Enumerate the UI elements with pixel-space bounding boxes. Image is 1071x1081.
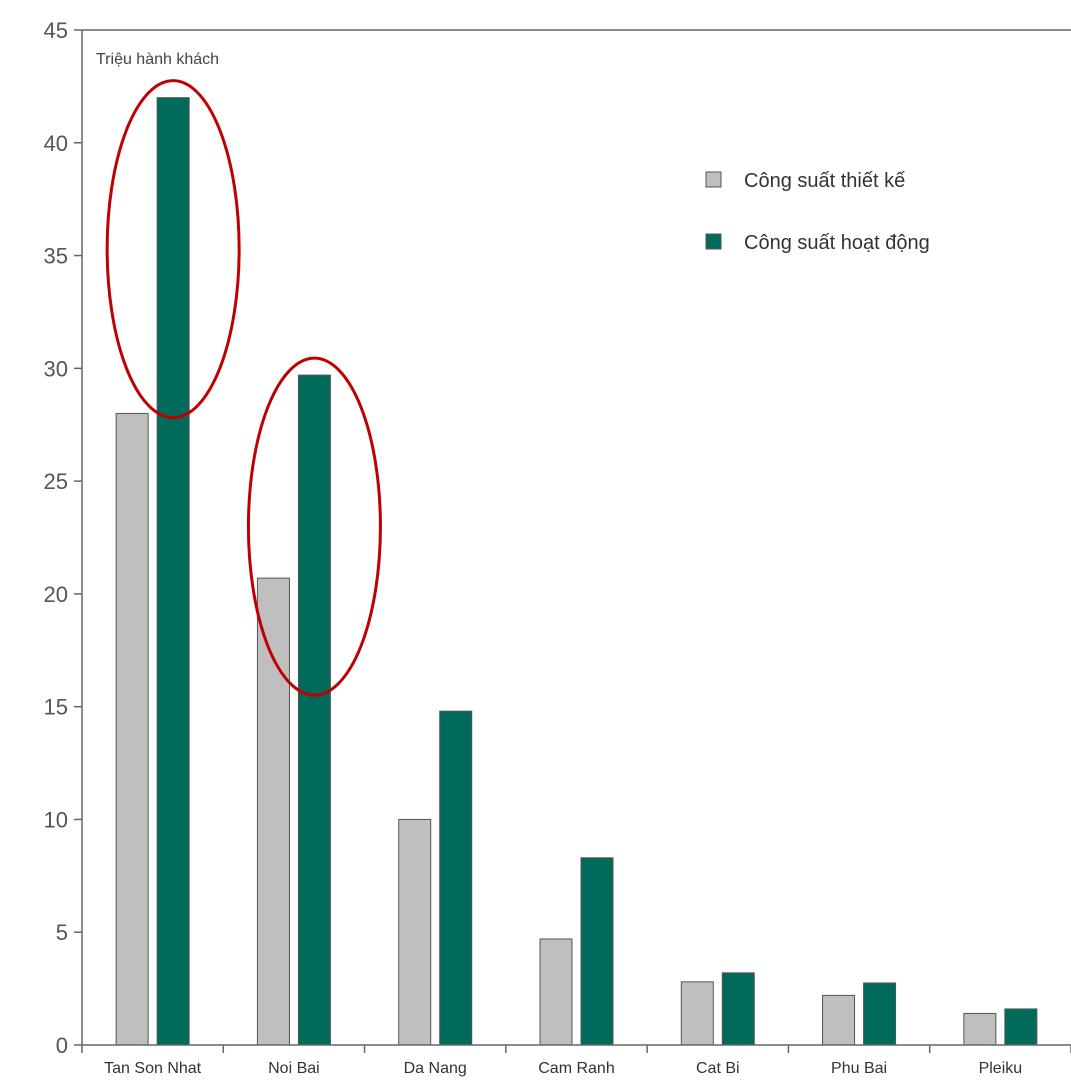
y-tick-label: 25 (44, 469, 68, 494)
bar-design-capacity (115, 412, 149, 1046)
legend-swatch (705, 171, 722, 188)
y-tick-label: 0 (56, 1033, 68, 1058)
x-tick-label: Cat Bi (696, 1060, 740, 1077)
y-tick-label: 45 (44, 18, 68, 43)
bar-operating-capacity (580, 857, 614, 1046)
unit-label: Triệu hành khách (96, 51, 219, 68)
bar-design-capacity (680, 981, 714, 1046)
y-tick-label: 15 (44, 695, 68, 720)
legend-swatch (705, 233, 722, 250)
bar-operating-capacity (1004, 1008, 1038, 1046)
highlight-oval (105, 79, 241, 420)
bar-design-capacity (398, 818, 432, 1046)
highlight-oval (246, 356, 382, 697)
bar-operating-capacity (863, 982, 897, 1046)
legend-label: Công suất hoạt động (744, 232, 930, 254)
y-tick-label: 5 (56, 920, 68, 945)
y-tick-label: 20 (44, 582, 68, 607)
bar-operating-capacity (156, 97, 190, 1046)
bar-operating-capacity (439, 710, 473, 1046)
y-tick-label: 35 (44, 244, 68, 269)
y-tick-label: 10 (44, 807, 68, 832)
bar-design-capacity (963, 1012, 997, 1046)
x-tick-label: Tan Son Nhat (104, 1060, 202, 1077)
bar-design-capacity (256, 577, 290, 1046)
x-ticks: Tan Son Nhat Noi Bai Da Nang Cam Ranh Cat Bi… (81, 1045, 1071, 1077)
bar-operating-capacity (297, 374, 331, 1046)
bar-design-capacity (539, 938, 573, 1046)
legend: Công suất thiết kế Công suất hoạt động (705, 170, 930, 254)
y-tick-label: 40 (44, 131, 68, 156)
x-tick-label: Pleiku (979, 1060, 1023, 1077)
y-tick-label: 30 (44, 356, 68, 381)
axes-layer (81, 29, 1071, 1046)
x-tick-label: Da Nang (404, 1060, 467, 1077)
y-ticks: 0 5 10 15 20 25 30 35 40 45 (44, 18, 82, 1058)
highlight-ovals (105, 79, 382, 697)
x-tick-label: Noi Bai (268, 1060, 320, 1077)
bar-operating-capacity (721, 972, 755, 1046)
bars-layer (115, 97, 1038, 1046)
bar-design-capacity (822, 994, 856, 1046)
x-tick-label: Cam Ranh (538, 1060, 614, 1077)
x-tick-label: Phu Bai (831, 1060, 887, 1077)
legend-label: Công suất thiết kế (744, 170, 905, 192)
